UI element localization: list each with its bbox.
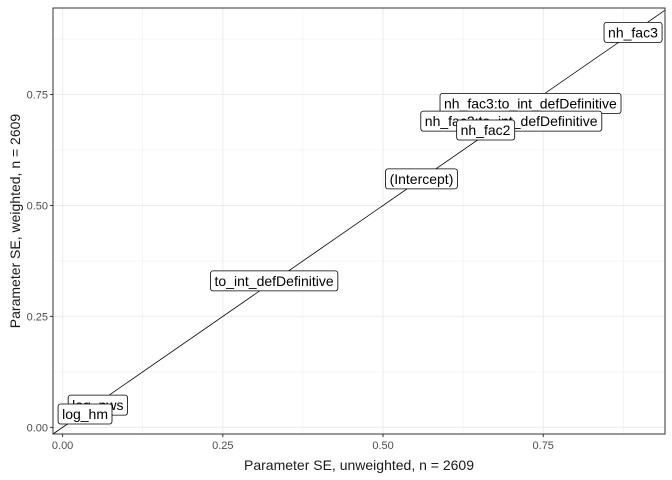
point-label-text: (Intercept): [390, 171, 454, 187]
point-label-text: to_int_defDefinitive: [215, 273, 334, 289]
y-tick-label: 0.50: [27, 200, 48, 212]
point-label-box: [57, 403, 113, 425]
point-label-box: [456, 119, 516, 141]
x-axis-ticks: 0.00 0.25 0.50 0.75: [52, 434, 554, 452]
x-tick-label: 0.00: [52, 440, 73, 452]
point-label: nh_fac3: [603, 22, 663, 43]
y-axis-ticks: 0.00 0.25 0.50 0.75: [27, 90, 53, 434]
point-labels-layer: nh_fac3 nh_fac3:to_int_defDefinitive nh_fa…: [57, 22, 663, 425]
point-label: log_hm: [57, 403, 113, 425]
x-tick-label: 0.75: [533, 440, 554, 452]
point-label-box: [385, 168, 458, 190]
point-label-text: nh_fac3: [608, 24, 658, 40]
point-label: to_int_defDefinitive: [210, 270, 339, 292]
y-axis-title: Parameter SE, weighted, n = 2609: [7, 114, 23, 329]
x-axis-title: Parameter SE, unweighted, n = 2609: [244, 457, 474, 473]
y-tick-label: 0.75: [27, 90, 48, 102]
point-label-text: log_hm: [62, 406, 108, 422]
point-label: (Intercept): [385, 168, 458, 190]
identity-line: [52, 9, 666, 435]
y-tick-label: 0.00: [27, 422, 48, 434]
point-label-box: [210, 270, 339, 292]
grid: [53, 8, 665, 434]
point-label-text: nh_fac2: [461, 122, 511, 138]
x-tick-label: 0.25: [212, 440, 233, 452]
point-label-text: nh_fac3:to_int_defDefinitive: [444, 95, 617, 111]
reference-line: [52, 9, 666, 435]
x-tick-label: 0.50: [372, 440, 393, 452]
y-tick-label: 0.25: [27, 311, 48, 323]
point-label: nh_fac3:to_int_defDefinitive: [439, 93, 622, 114]
panel-border: [52, 7, 666, 435]
point-label: nh_fac2: [456, 119, 516, 141]
point-label-box: [603, 22, 663, 43]
